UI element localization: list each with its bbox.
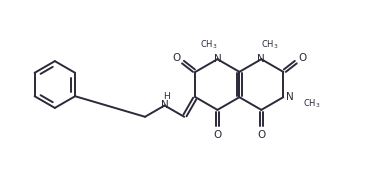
Text: O: O [257, 130, 265, 140]
Text: N: N [214, 54, 221, 64]
Text: N: N [161, 101, 169, 110]
Text: O: O [172, 53, 180, 63]
Text: H: H [163, 92, 169, 101]
Text: CH$_3$: CH$_3$ [303, 97, 320, 110]
Text: N: N [258, 54, 265, 64]
Text: CH$_3$: CH$_3$ [200, 39, 218, 51]
Text: CH$_3$: CH$_3$ [261, 39, 279, 51]
Text: O: O [299, 53, 307, 63]
Text: N: N [286, 92, 293, 102]
Text: O: O [213, 130, 221, 140]
